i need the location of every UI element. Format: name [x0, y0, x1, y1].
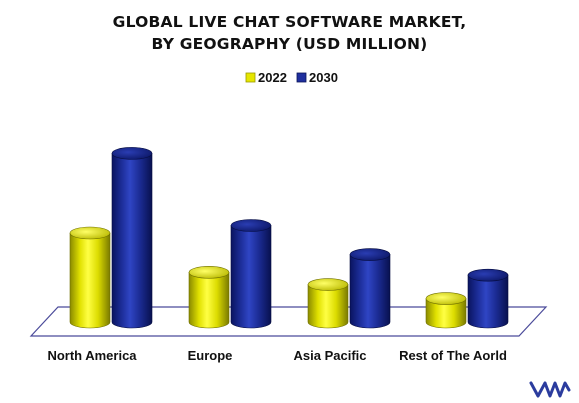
bar-body [467, 274, 509, 329]
bar-top [69, 226, 111, 240]
bars-group [69, 147, 509, 329]
bar-europe-2030 [230, 219, 272, 329]
legend: 2022 2030 [245, 70, 338, 85]
x-axis-labels: North America Europe Asia Pacific Rest o… [47, 348, 507, 363]
bar-body [230, 225, 272, 329]
bar-rest-of-the-aorld-2022 [425, 292, 467, 329]
bar-top [307, 278, 349, 291]
x-tick-label-europe: Europe [188, 348, 233, 363]
bar-north-america-2022 [69, 226, 111, 329]
bar-body [307, 284, 349, 329]
bar-body [69, 232, 111, 329]
bar-body [188, 272, 230, 329]
bar-asia-pacific-2030 [349, 248, 391, 329]
bar-top [425, 292, 467, 305]
bar-top [188, 266, 230, 279]
bar-top [349, 248, 391, 261]
vmr-logo [529, 381, 571, 398]
legend-swatch-2022 [245, 72, 256, 83]
chart-title-line-2: BY GEOGRAPHY (USD MILLION) [151, 35, 428, 53]
bar-body [425, 298, 467, 329]
chart-title-line-1: GLOBAL LIVE CHAT SOFTWARE MARKET, [112, 13, 467, 31]
legend-swatch-2030 [296, 72, 307, 83]
bar-body [111, 153, 153, 329]
x-tick-label-asia-pacific: Asia Pacific [294, 348, 367, 363]
bar-europe-2022 [188, 266, 230, 329]
bar-rest-of-the-aorld-2030 [467, 268, 509, 329]
bar-body [349, 254, 391, 329]
legend-label-2030: 2030 [309, 70, 338, 85]
bar-north-america-2030 [111, 147, 153, 329]
x-tick-label-rest-of-the-world: Rest of The Aorld [399, 348, 507, 363]
legend-label-2022: 2022 [258, 70, 287, 85]
bar-top [467, 268, 509, 282]
x-tick-label-north-america: North America [47, 348, 137, 363]
vmr-logo-mark [529, 381, 571, 398]
bar-top [111, 147, 153, 160]
bar-asia-pacific-2022 [307, 278, 349, 329]
bar-top [230, 219, 272, 232]
